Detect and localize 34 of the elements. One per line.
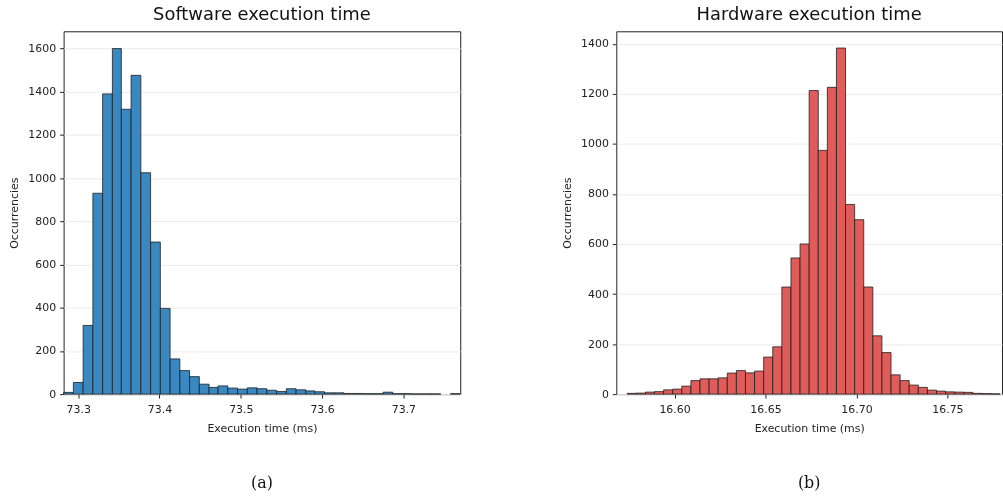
y-tick-label: 1400	[28, 85, 57, 99]
y-tick-label: 0	[49, 387, 57, 401]
y-tick-label: 800	[588, 187, 609, 201]
x-axis-title: Execution time (ms)	[207, 422, 318, 436]
x-axis-title: Execution time (ms)	[754, 422, 865, 436]
y-tick-label: 1000	[581, 137, 609, 151]
chart-title: Software execution time	[153, 3, 371, 25]
y-tick-label: 1400	[581, 37, 609, 51]
y-tick-label: 600	[35, 258, 57, 272]
y-tick-label: 1000	[28, 171, 57, 185]
x-tick-label: 73.4	[147, 402, 173, 416]
y-tick-label: 200	[588, 337, 609, 351]
y-tick-label: 400	[588, 287, 609, 301]
y-tick-label: 200	[35, 344, 57, 358]
y-tick-label: 1200	[28, 128, 57, 142]
chart-title: Hardware execution time	[696, 3, 922, 25]
x-tick-label: 73.3	[66, 402, 91, 416]
x-tick-label: 73.5	[229, 402, 254, 416]
y-tick-label: 1600	[28, 42, 57, 56]
x-tick-label: 73.6	[310, 402, 335, 416]
y-tick-label: 1200	[581, 87, 609, 101]
y-tick-label: 600	[588, 237, 609, 251]
x-tick-label: 16.65	[750, 402, 782, 416]
x-tick-label: 16.75	[932, 402, 964, 416]
y-tick-label: 800	[35, 214, 57, 228]
x-tick-label: 73.7	[391, 402, 417, 416]
y-axis-title: Occurrencies	[561, 177, 575, 249]
y-axis-title: Occurrencies	[8, 177, 22, 249]
y-tick-label: 400	[35, 301, 57, 315]
x-tick-label: 16.60	[659, 402, 691, 416]
text: (b)	[797, 472, 821, 492]
x-tick-label: 16.70	[841, 402, 873, 416]
y-tick-label: 0	[601, 387, 609, 401]
text: (a)	[251, 472, 273, 492]
